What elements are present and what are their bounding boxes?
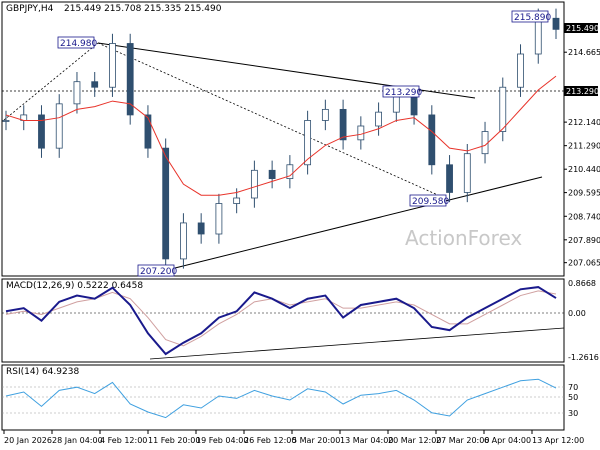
annotation-low-2: 209.580 — [409, 194, 449, 207]
price-tick-label: 214.665 — [568, 48, 600, 57]
candle-body — [91, 81, 99, 88]
candle-body — [357, 125, 365, 141]
candle-body — [428, 114, 436, 166]
candle-body — [392, 95, 400, 113]
price-tick-label: 210.440 — [568, 165, 600, 174]
price-panel-frame — [1, 1, 565, 277]
candle-body — [517, 53, 524, 88]
candle-body — [286, 164, 294, 180]
current-price-tag — [564, 23, 598, 33]
watermark: ActionForex — [405, 226, 522, 250]
rsi-tick-70: 70 — [568, 383, 578, 392]
annotation-low-1: 207.200 — [137, 264, 177, 277]
dotted-trendline-down — [97, 42, 441, 197]
rsi-tick-30: 30 — [568, 409, 578, 418]
price-tick-label: 212.140 — [568, 118, 600, 127]
candle-body — [375, 111, 382, 127]
macd-tick-top: 0.8668 — [568, 279, 596, 288]
annotation-high-1: 214.980 — [57, 36, 97, 49]
price-candles — [2, 8, 560, 269]
macd-tick-bottom: -1.2616 — [568, 353, 599, 362]
annotation-peak-2: 213.290 — [382, 85, 422, 98]
time-tick-label: 13 Mar 04:00 — [340, 436, 393, 445]
time-tick-label: 28 Jan 04:00 — [52, 436, 103, 445]
candle-body — [73, 81, 81, 105]
macd-tick-zero: 0.00 — [568, 309, 586, 318]
candle-body — [144, 114, 152, 149]
header-ohlc: 215.449 215.708 215.335 215.490 — [64, 4, 222, 14]
candle-body — [126, 43, 134, 116]
candle-body — [197, 222, 205, 235]
candle-body — [250, 169, 258, 199]
time-tick-label: 20 Mar 12:00 — [388, 436, 441, 445]
level-price-label: 213.290 — [566, 87, 599, 96]
candle-body — [233, 197, 241, 204]
current-price-label: 215.490 — [566, 24, 599, 33]
time-tick-label: 26 Feb 12:00 — [244, 436, 296, 445]
time-tick-label: 27 Mar 20:00 — [436, 436, 489, 445]
candle-body — [180, 222, 187, 260]
dotted-trendline-up — [3, 42, 99, 121]
candle-body — [321, 108, 329, 121]
svg-text:215.890: 215.890 — [514, 13, 551, 23]
price-tick-label: 208.740 — [568, 212, 600, 221]
svg-text:213.290: 213.290 — [385, 88, 422, 98]
rsi-title: RSI(14) 64.9238 — [6, 367, 79, 377]
macd-panel-frame — [1, 278, 565, 363]
svg-text:214.980: 214.980 — [60, 39, 97, 49]
candle-body — [304, 120, 312, 166]
candle-body — [339, 108, 347, 141]
candle-body — [215, 203, 223, 235]
time-tick-label: 13 Apr 12:00 — [532, 436, 584, 445]
macd-title: MACD(12,26,9) 0.5222 0.6458 — [6, 281, 143, 291]
time-tick-label: 11 Feb 20:00 — [148, 436, 200, 445]
annotation-high-2: 215.890 — [511, 10, 551, 23]
candle-body — [2, 120, 10, 122]
rsi-tick-50: 50 — [568, 393, 578, 402]
time-tick-label: 19 Feb 04:00 — [196, 436, 248, 445]
price-tick-label: 207.065 — [568, 259, 600, 268]
price-tick-label: 207.890 — [568, 236, 600, 245]
rsi-line — [5, 378, 557, 419]
candle-body — [534, 17, 542, 55]
candle-body — [446, 164, 453, 193]
moving-average-line — [5, 75, 557, 196]
candle-body — [499, 86, 507, 132]
svg-text:209.580: 209.580 — [412, 197, 449, 207]
time-axis: 20 Jan 2026 28 Jan 04:004 Feb 12:00 11 Feb… — [3, 430, 584, 445]
macd-line — [5, 286, 557, 356]
candle-body — [410, 95, 418, 116]
svg-text:207.200: 207.200 — [140, 267, 177, 277]
candle-body — [463, 153, 471, 193]
lower-trendline — [174, 176, 543, 269]
macd-trendline — [149, 327, 565, 360]
candle-body — [268, 169, 276, 180]
price-axis: 214.665 212.140 211.290 210.440 209.595 208.7… — [564, 48, 600, 268]
time-tick-label: 5 Mar 20:00 — [292, 436, 340, 445]
price-tick-label: 209.595 — [568, 189, 600, 198]
candle-body — [481, 131, 489, 155]
candle-body — [552, 17, 560, 30]
candle-body — [55, 103, 63, 149]
header-symbol: GBPJPY,H4 — [6, 4, 54, 14]
time-tick-label: 4 Feb 12:00 — [100, 436, 147, 445]
time-tick-label: 20 Jan 2026 — [4, 436, 52, 445]
candle-body — [38, 114, 45, 149]
level-price-tag — [564, 86, 598, 96]
time-tick-label: 6 Apr 04:00 — [484, 436, 531, 445]
rsi-panel-frame — [1, 364, 565, 431]
price-tick-label: 211.290 — [568, 142, 600, 151]
macd-signal-line — [5, 290, 557, 347]
candle-body — [109, 43, 116, 88]
candle-body — [162, 147, 170, 260]
